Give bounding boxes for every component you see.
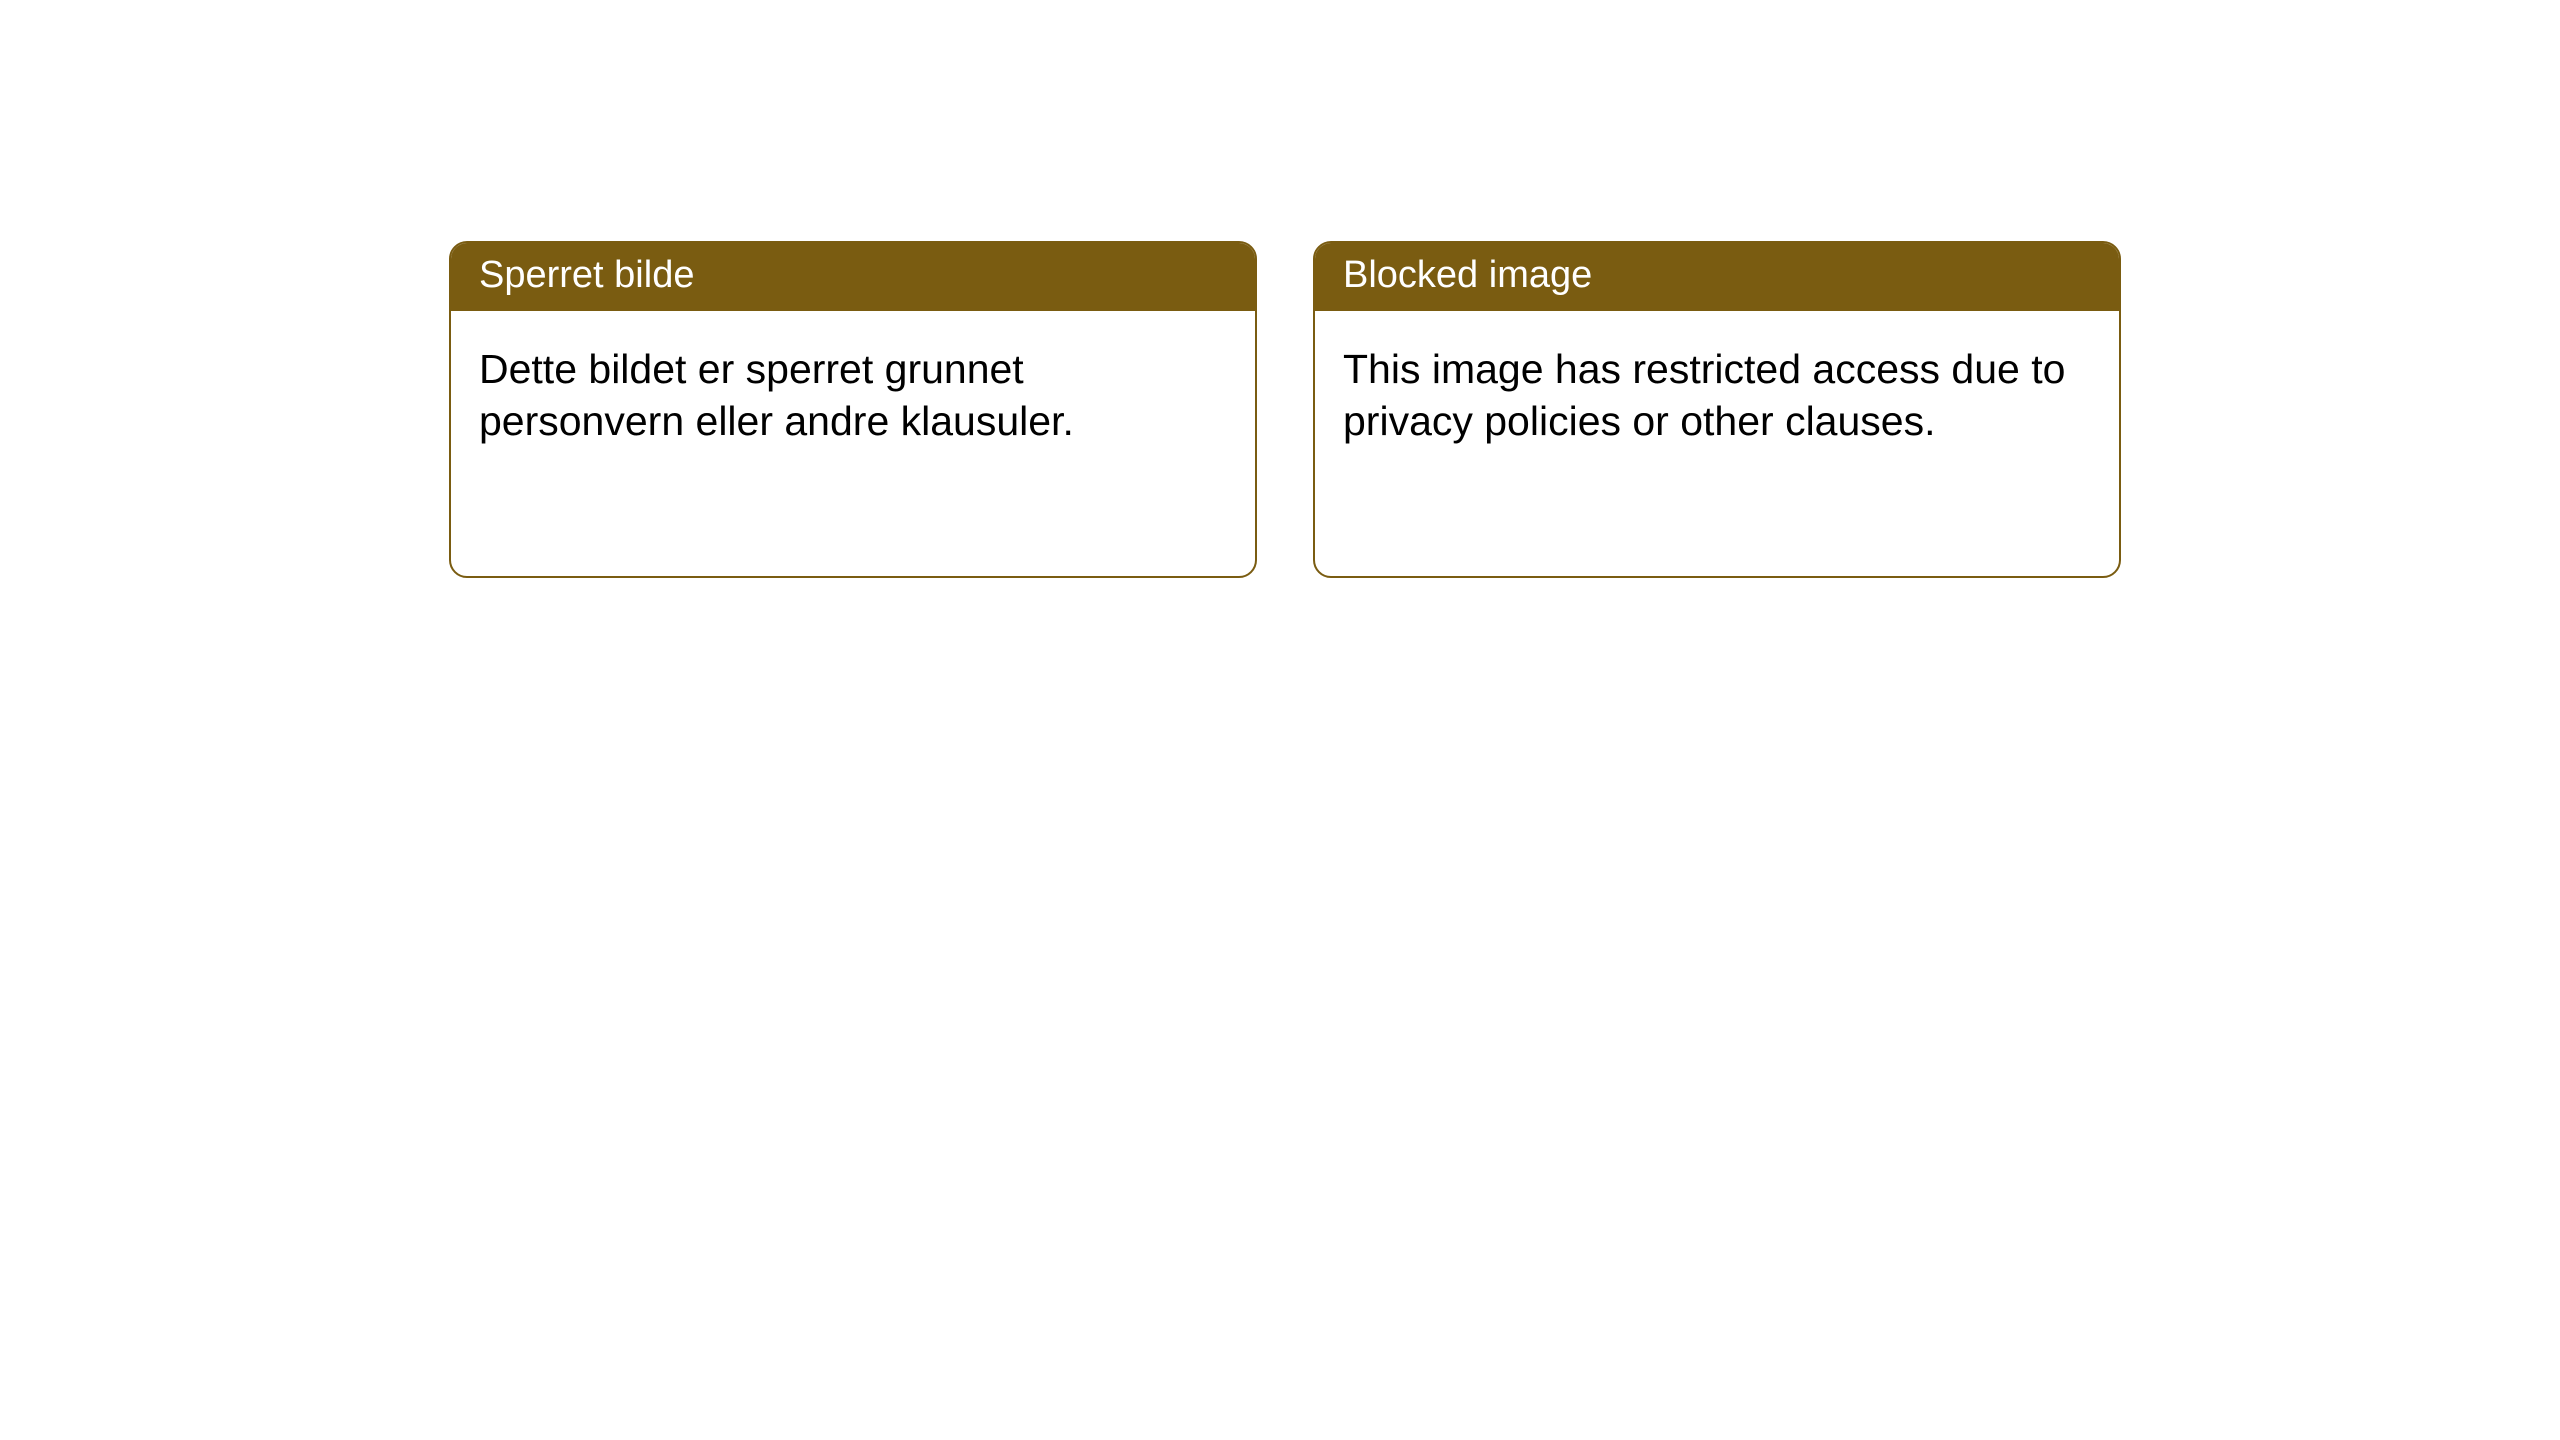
notice-card-norwegian: Sperret bilde Dette bildet er sperret gr… [449, 241, 1257, 578]
notice-container: Sperret bilde Dette bildet er sperret gr… [449, 241, 2121, 578]
notice-body: This image has restricted access due to … [1315, 311, 2119, 480]
notice-card-english: Blocked image This image has restricted … [1313, 241, 2121, 578]
notice-body: Dette bildet er sperret grunnet personve… [451, 311, 1255, 480]
notice-header: Sperret bilde [451, 243, 1255, 311]
notice-header: Blocked image [1315, 243, 2119, 311]
